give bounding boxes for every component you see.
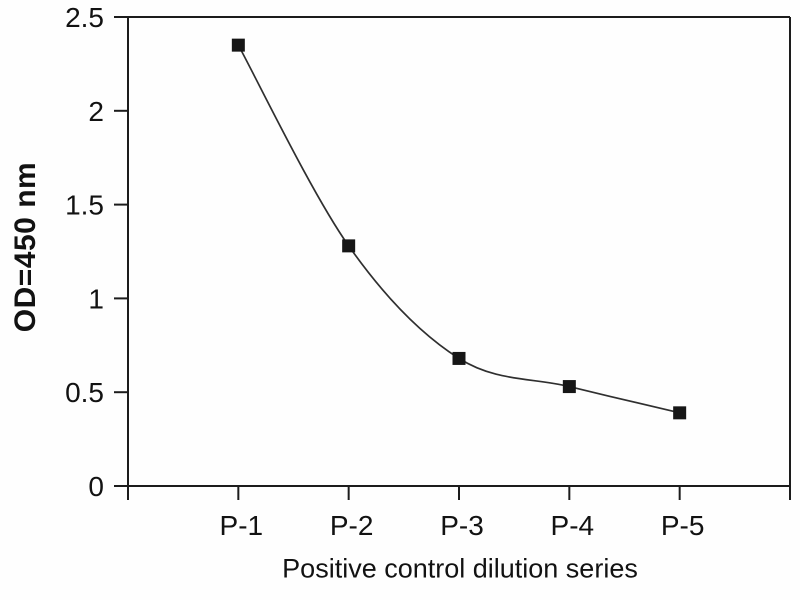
data-point-marker-P-5 <box>673 406 687 420</box>
x-axis-title: Positive control dilution series <box>282 553 638 584</box>
x-tick-label: P-1 <box>220 510 264 541</box>
y-tick-label: 1.5 <box>65 190 104 221</box>
y-tick-label: 2.5 <box>65 2 104 33</box>
data-point-marker-P-2 <box>342 239 356 253</box>
y-tick-label: 2 <box>88 96 104 127</box>
y-tick-label: 0.5 <box>65 377 104 408</box>
data-point-marker-P-1 <box>231 38 245 52</box>
y-tick-label: 1 <box>88 283 104 314</box>
data-point-marker-P-4 <box>562 380 576 394</box>
series-line <box>237 44 680 414</box>
data-point-marker-P-3 <box>452 351 466 365</box>
y-axis-title: OD=450 nm <box>9 161 42 333</box>
y-tick-label: 0 <box>88 471 104 502</box>
x-tick-label: P-2 <box>330 510 374 541</box>
x-tick-label: P-3 <box>440 510 484 541</box>
x-tick-label: P-5 <box>661 510 705 541</box>
x-tick-label: P-4 <box>551 510 595 541</box>
